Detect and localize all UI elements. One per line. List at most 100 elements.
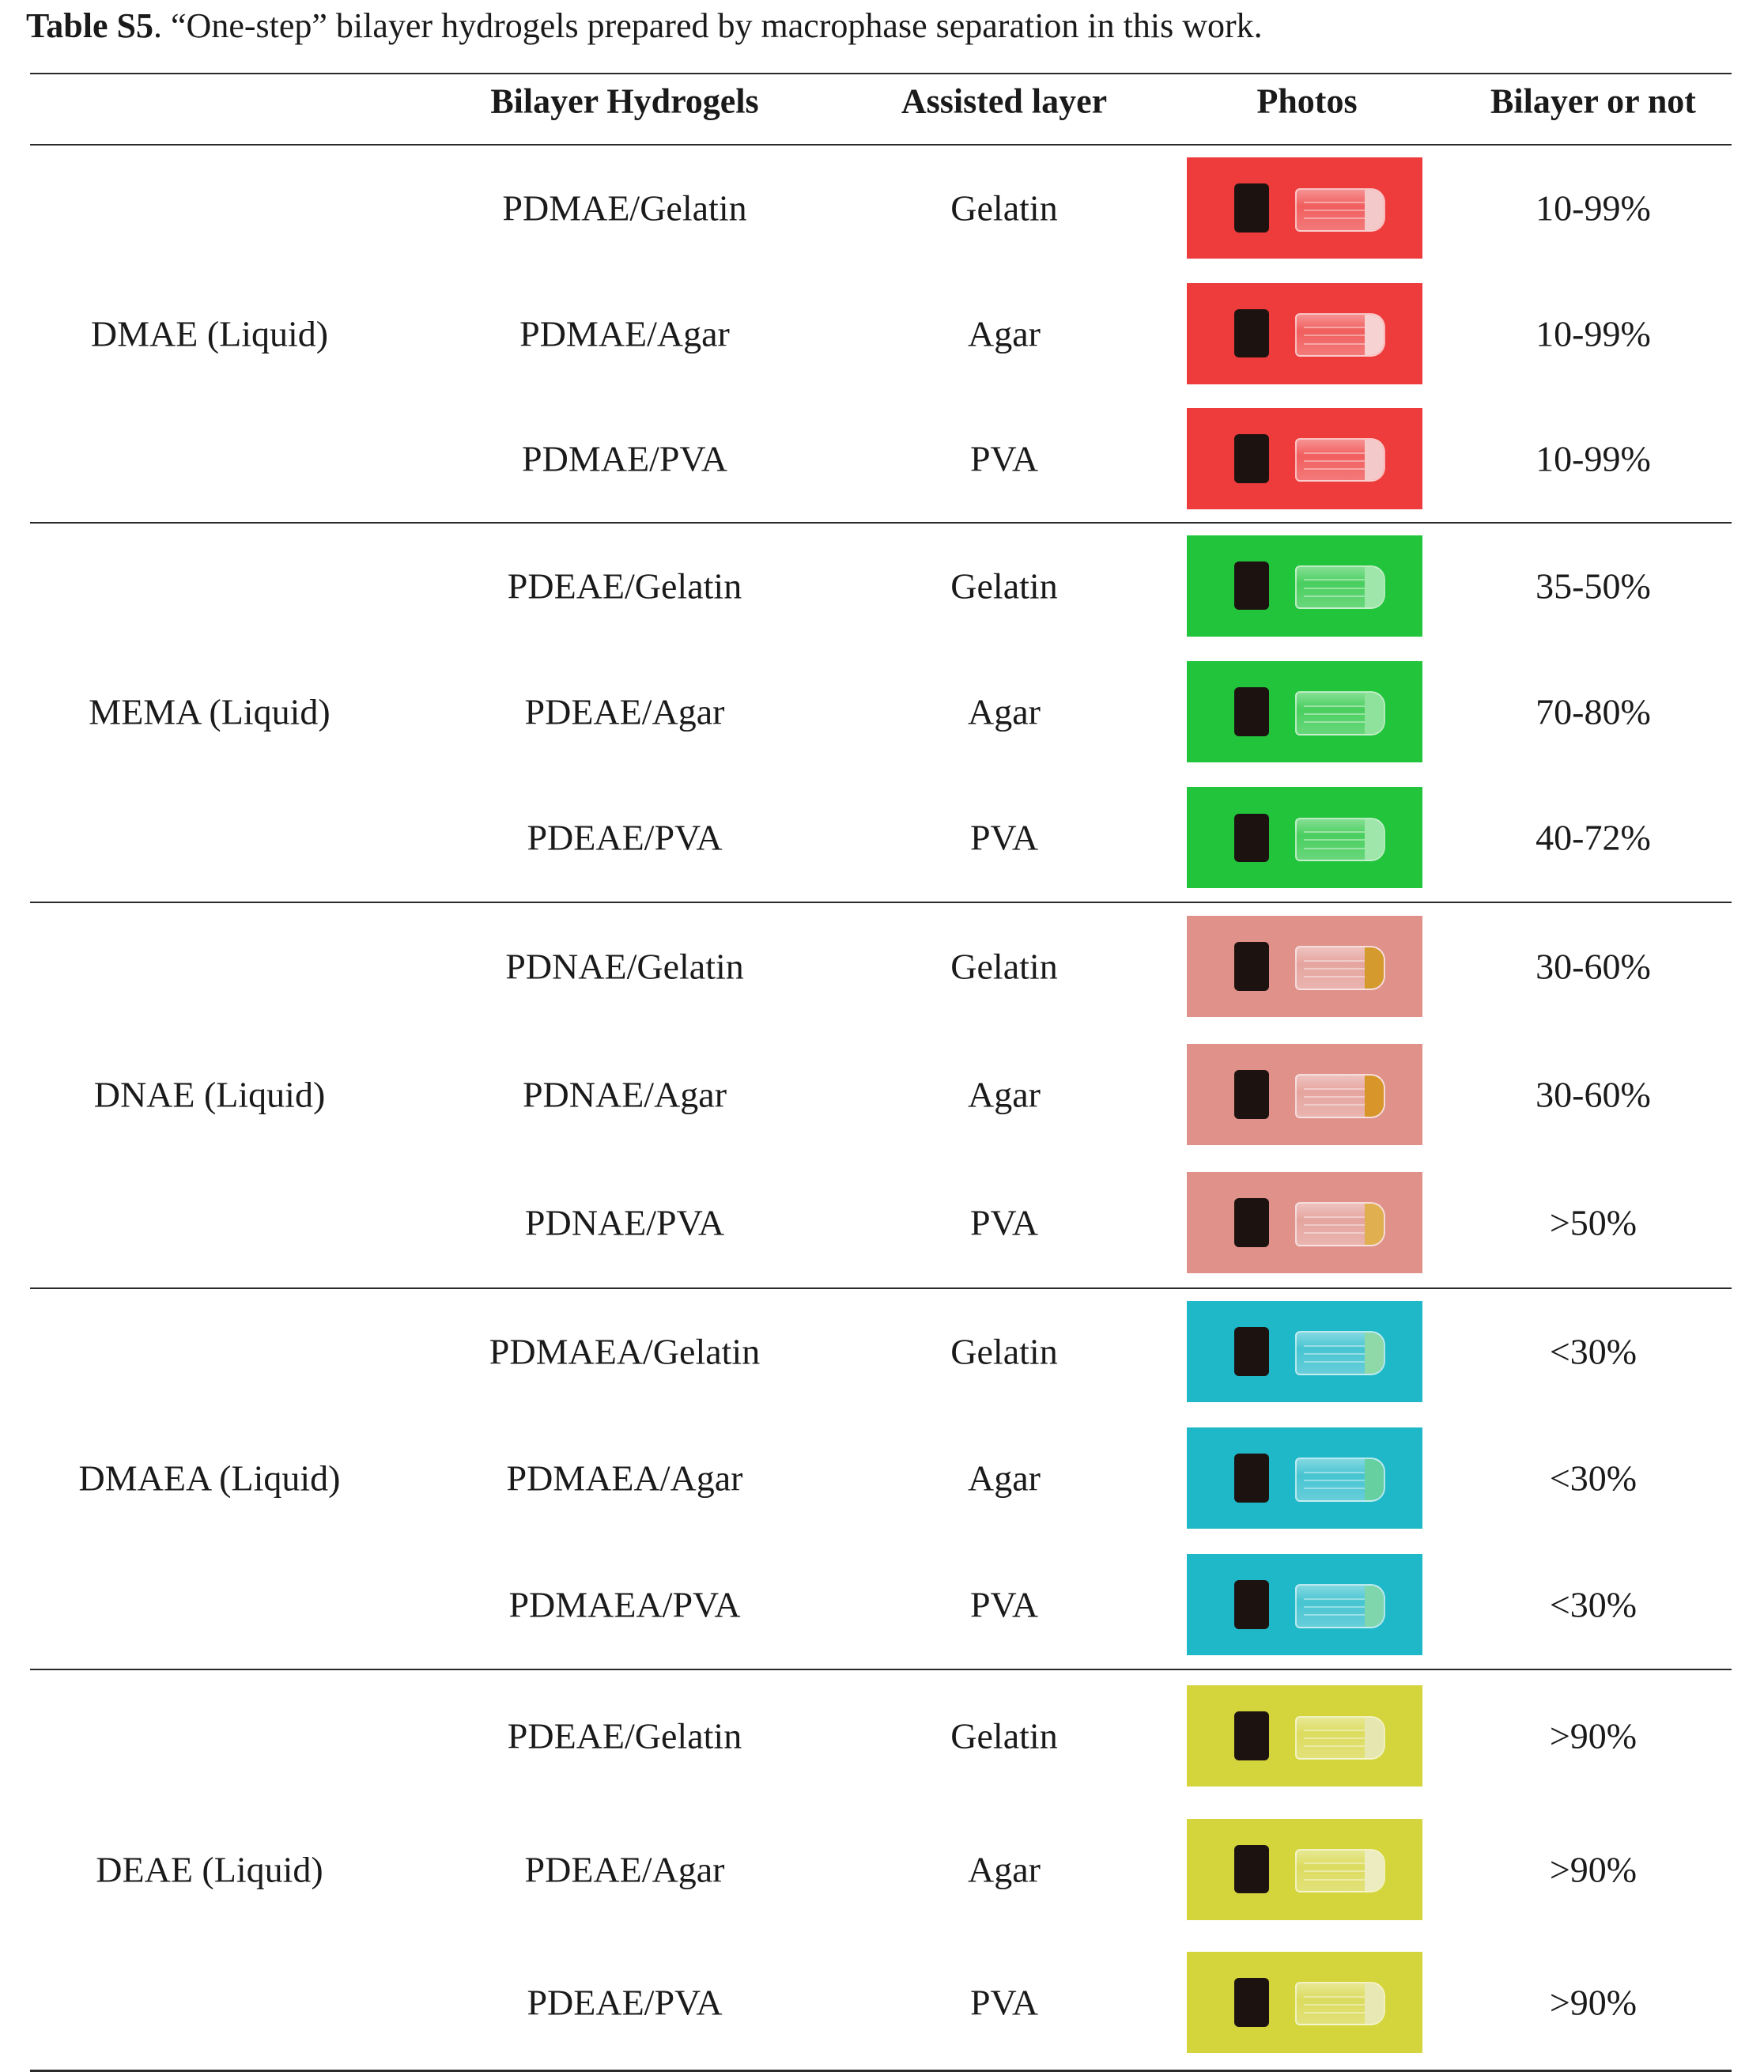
vial-reflection bbox=[1303, 1361, 1377, 1363]
vial-liquid bbox=[1365, 567, 1384, 608]
hydrogel-cell: PDMAEA/Agar bbox=[506, 1458, 743, 1499]
bilayer-cell: >90% bbox=[1549, 1715, 1637, 1756]
vial-body bbox=[1295, 1848, 1386, 1893]
header-assisted-layer: Assisted layer bbox=[901, 81, 1108, 121]
assisted-layer-cell: Agar bbox=[968, 1458, 1041, 1499]
vial-reflection bbox=[1303, 1471, 1377, 1473]
hydrogel-cell: PDEAE/Gelatin bbox=[507, 565, 742, 607]
hydrogel-cell: PDNAE/Gelatin bbox=[505, 946, 744, 987]
vial-photo bbox=[1187, 1554, 1422, 1655]
assisted-layer-cell: PVA bbox=[969, 1202, 1039, 1243]
vial-reflection bbox=[1303, 452, 1377, 454]
vial-body bbox=[1295, 438, 1386, 482]
vial-cap bbox=[1233, 1454, 1270, 1503]
hydrogel-cell: PDEAE/Agar bbox=[524, 691, 725, 732]
bilayer-cell: >90% bbox=[1549, 1982, 1637, 2023]
hydrogel-cell: PDEAE/PVA bbox=[527, 1982, 723, 2023]
vial-reflection bbox=[1303, 210, 1377, 212]
vial-body bbox=[1295, 1982, 1386, 2026]
bilayer-cell: >50% bbox=[1549, 1202, 1637, 1243]
vial-reflection bbox=[1303, 459, 1377, 462]
vial-photo bbox=[1187, 1685, 1422, 1787]
vial-cap bbox=[1233, 1580, 1270, 1629]
bilayer-cell: <30% bbox=[1549, 1331, 1637, 1372]
group-rule bbox=[30, 522, 1732, 524]
vial-reflection bbox=[1303, 579, 1377, 581]
vial-photo bbox=[1187, 787, 1422, 889]
vial-liquid bbox=[1365, 440, 1384, 481]
assisted-layer-cell: Gelatin bbox=[950, 1331, 1058, 1372]
vial-liquid bbox=[1365, 1459, 1384, 1500]
vial-liquid bbox=[1365, 1850, 1384, 1892]
vial-reflection bbox=[1303, 587, 1377, 589]
assisted-layer-cell: PVA bbox=[969, 1584, 1039, 1625]
hydrogel-cell: PDMAE/PVA bbox=[522, 438, 727, 479]
vial-reflection bbox=[1303, 721, 1377, 724]
bilayer-cell: 30-60% bbox=[1535, 946, 1651, 987]
vial-reflection bbox=[1303, 1104, 1377, 1106]
vial-reflection bbox=[1303, 1087, 1377, 1090]
hydrogel-cell: PDMAE/Agar bbox=[519, 313, 730, 354]
vial-reflection bbox=[1303, 1352, 1377, 1355]
bilayer-cell: 10-99% bbox=[1535, 187, 1651, 229]
vial-body bbox=[1295, 1331, 1386, 1375]
hydrogel-cell: PDMAEA/Gelatin bbox=[489, 1331, 761, 1372]
vial-reflection bbox=[1303, 1232, 1377, 1235]
hydrogel-cell: PDEAE/PVA bbox=[527, 817, 723, 858]
vial-reflection bbox=[1303, 847, 1377, 849]
vial-cap bbox=[1233, 942, 1270, 991]
vial-cap bbox=[1233, 1978, 1270, 2027]
monomer-label: MEMA (Liquid) bbox=[89, 691, 331, 732]
vial-photo bbox=[1187, 1044, 1422, 1145]
monomer-label: DMAEA (Liquid) bbox=[78, 1458, 341, 1499]
vial-photo bbox=[1187, 407, 1422, 509]
bilayer-cell: 10-99% bbox=[1535, 313, 1651, 354]
bilayer-cell: <30% bbox=[1549, 1458, 1637, 1499]
vial-body bbox=[1295, 312, 1386, 357]
vial-liquid bbox=[1365, 1333, 1384, 1374]
bilayer-cell: 30-60% bbox=[1535, 1074, 1651, 1115]
vial-body bbox=[1295, 1715, 1386, 1760]
monomer-label: DMAE (Liquid) bbox=[90, 313, 329, 354]
vial-photo bbox=[1187, 1951, 1422, 2053]
bilayer-cell: 10-99% bbox=[1535, 438, 1651, 479]
assisted-layer-cell: Gelatin bbox=[950, 1715, 1058, 1756]
vial-reflection bbox=[1303, 839, 1377, 841]
vial-reflection bbox=[1303, 1488, 1377, 1490]
vial-liquid bbox=[1365, 693, 1384, 734]
vial-body bbox=[1295, 946, 1386, 990]
header-bilayer-hydrogels: Bilayer Hydrogels bbox=[490, 81, 759, 121]
monomer-label: DEAE (Liquid) bbox=[96, 1849, 323, 1889]
vial-photo bbox=[1187, 1427, 1422, 1529]
vial-reflection bbox=[1303, 1614, 1377, 1616]
vial-reflection bbox=[1303, 1479, 1377, 1481]
vial-body bbox=[1295, 187, 1386, 232]
vial-photo bbox=[1187, 1172, 1422, 1273]
vial-reflection bbox=[1303, 468, 1377, 471]
vial-cap bbox=[1233, 434, 1270, 483]
vial-reflection bbox=[1303, 1095, 1377, 1098]
assisted-layer-cell: Gelatin bbox=[950, 565, 1058, 607]
bilayer-cell: >90% bbox=[1549, 1849, 1637, 1889]
table-caption: Table S5. “One-step” bilayer hydrogels p… bbox=[26, 3, 1263, 49]
vial-reflection bbox=[1303, 1745, 1377, 1748]
vial-cap bbox=[1233, 183, 1270, 233]
vial-reflection bbox=[1303, 342, 1377, 345]
table-label: Table S5 bbox=[26, 6, 154, 45]
vial-photo bbox=[1187, 661, 1422, 762]
hydrogel-cell: PDEAE/Gelatin bbox=[507, 1715, 742, 1756]
group-rule bbox=[30, 902, 1732, 903]
bilayer-cell: 40-72% bbox=[1535, 817, 1651, 858]
vial-liquid bbox=[1365, 1204, 1384, 1245]
vial-body bbox=[1295, 1202, 1386, 1246]
vial-liquid bbox=[1365, 1983, 1384, 2025]
bilayer-cell: 70-80% bbox=[1535, 691, 1651, 732]
vial-reflection bbox=[1303, 831, 1377, 834]
assisted-layer-cell: Agar bbox=[968, 313, 1041, 354]
vial-reflection bbox=[1303, 1216, 1377, 1218]
vial-cap bbox=[1233, 1844, 1270, 1894]
group-rule bbox=[30, 1669, 1732, 1670]
vial-reflection bbox=[1303, 1870, 1377, 1873]
group-rule bbox=[30, 1287, 1732, 1289]
vial-reflection bbox=[1303, 976, 1377, 978]
